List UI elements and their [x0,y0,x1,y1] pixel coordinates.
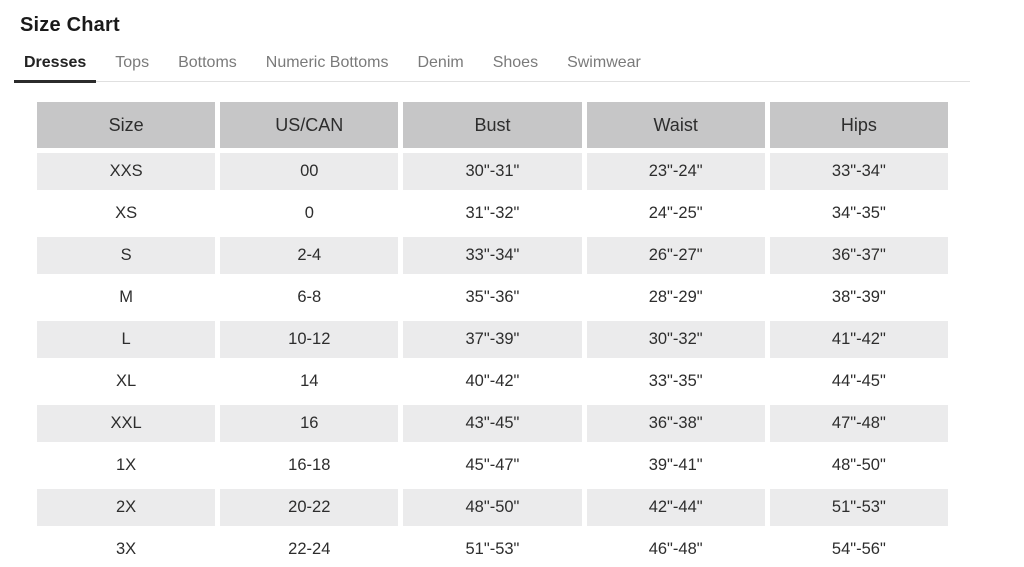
table-row: S 2-4 33"-34" 26"-27" 36"-37" [37,237,948,274]
table-cell: 39"-41" [586,447,765,484]
table-cell: 00 [220,153,399,190]
table-cell: 30"-31" [403,153,582,190]
size-table: Size US/CAN Bust Waist Hips XXS 00 30"-31"… [32,97,953,567]
table-cell: 6-8 [220,279,399,316]
table-cell: 20-22 [220,489,399,526]
tab-shoes[interactable]: Shoes [492,54,539,71]
table-cell: 31"-32" [403,195,582,232]
table-row: XL 14 40"-42" 33"-35" 44"-45" [37,363,948,400]
table-cell: 42"-44" [586,489,765,526]
table-cell: 45"-47" [403,447,582,484]
table-cell: 38"-39" [769,279,948,316]
table-cell: 24"-25" [586,195,765,232]
size-table-head: Size US/CAN Bust Waist Hips [37,102,948,148]
table-cell: 22-24 [220,531,399,567]
table-cell: XS [37,195,216,232]
table-cell: 35"-36" [403,279,582,316]
table-cell: 48"-50" [769,447,948,484]
table-cell: 3X [37,531,216,567]
table-row: XXL 16 43"-45" 36"-38" 47"-48" [37,405,948,442]
table-cell: 54"-56" [769,531,948,567]
column-header-size: Size [37,102,216,148]
tab-dresses[interactable]: Dresses [14,50,97,83]
size-table-container: Size US/CAN Bust Waist Hips XXS 00 30"-31"… [32,97,1024,567]
table-cell: 0 [220,195,399,232]
table-cell: 48"-50" [403,489,582,526]
table-cell: 28"-29" [586,279,765,316]
table-cell: 37"-39" [403,321,582,358]
table-cell: 43"-45" [403,405,582,442]
table-cell: 30"-32" [586,321,765,358]
table-cell: 33"-34" [403,237,582,274]
table-cell: 26"-27" [586,237,765,274]
tab-bottoms[interactable]: Bottoms [178,54,237,71]
table-cell: M [37,279,216,316]
table-cell: 16-18 [220,447,399,484]
table-cell: 14 [220,363,399,400]
size-table-body: XXS 00 30"-31" 23"-24" 33"-34" XS 0 31"-32" 24"-… [37,153,948,567]
table-row: M 6-8 35"-36" 28"-29" 38"-39" [37,279,948,316]
table-cell: 51"-53" [403,531,582,567]
tab-denim[interactable]: Denim [417,54,464,71]
table-cell: 10-12 [220,321,399,358]
table-row: 1X 16-18 45"-47" 39"-41" 48"-50" [37,447,948,484]
table-row: 2X 20-22 48"-50" 42"-44" 51"-53" [37,489,948,526]
table-cell: XXL [37,405,216,442]
table-cell: 33"-35" [586,363,765,400]
header-row: Size US/CAN Bust Waist Hips [37,102,948,148]
table-cell: 2-4 [220,237,399,274]
table-cell: XXS [37,153,216,190]
table-cell: 36"-38" [586,405,765,442]
table-row: L 10-12 37"-39" 30"-32" 41"-42" [37,321,948,358]
column-header-bust: Bust [403,102,582,148]
table-cell: 44"-45" [769,363,948,400]
table-cell: S [37,237,216,274]
column-header-waist: Waist [586,102,765,148]
page-title: Size Chart [20,14,120,36]
table-cell: L [37,321,216,358]
table-row: XS 0 31"-32" 24"-25" 34"-35" [37,195,948,232]
column-header-hips: Hips [769,102,948,148]
table-cell: 46"-48" [586,531,765,567]
table-cell: 34"-35" [769,195,948,232]
table-cell: 41"-42" [769,321,948,358]
table-cell: 16 [220,405,399,442]
table-cell: XL [37,363,216,400]
table-row: XXS 00 30"-31" 23"-24" 33"-34" [37,153,948,190]
table-cell: 36"-37" [769,237,948,274]
tab-tops[interactable]: Tops [115,54,150,71]
table-cell: 23"-24" [586,153,765,190]
category-tab-bar: Dresses Tops Bottoms Numeric Bottoms Denim Sh… [14,50,970,83]
table-cell: 33"-34" [769,153,948,190]
table-cell: 1X [37,447,216,484]
table-cell: 47"-48" [769,405,948,442]
table-cell: 40"-42" [403,363,582,400]
table-row: 3X 22-24 51"-53" 46"-48" 54"-56" [37,531,948,567]
table-cell: 2X [37,489,216,526]
column-header-uscan: US/CAN [220,102,399,148]
tab-swimwear[interactable]: Swimwear [567,54,641,71]
tab-numeric-bottoms[interactable]: Numeric Bottoms [265,54,389,71]
table-cell: 51"-53" [769,489,948,526]
